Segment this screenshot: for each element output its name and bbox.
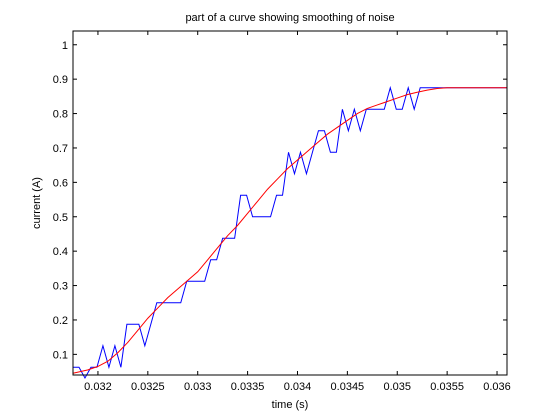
y-tick-label: 0.3 — [53, 281, 68, 293]
y-tick-label: 0.4 — [53, 246, 68, 258]
y-tick-label: 0.5 — [53, 212, 68, 224]
y-tick-label: 1 — [62, 40, 68, 52]
y-tick-label: 0.7 — [53, 143, 68, 155]
x-tick-label: 0.032 — [84, 381, 112, 393]
y-tick-label: 0.1 — [53, 349, 68, 361]
x-tick-label: 0.0335 — [231, 381, 265, 393]
y-tick-label: 0.9 — [53, 74, 68, 86]
x-tick-label: 0.033 — [184, 381, 212, 393]
y-tick-label: 0.6 — [53, 177, 68, 189]
chart-title: part of a curve showing smoothing of noi… — [185, 12, 394, 24]
x-tick-label: 0.0325 — [131, 381, 165, 393]
x-tick-label: 0.034 — [284, 381, 312, 393]
series-line-smoothed — [72, 87, 507, 374]
x-tick-label: 0.0355 — [430, 381, 464, 393]
x-axis: 0.032 0.0325 0.033 0.0335 0.034 0.0345 0.035 0.… — [84, 31, 511, 393]
y-axis: 0.1 0.2 0.3 0.4 0.5 0.6 0.7 0.8 0.9 1 — [53, 40, 507, 361]
x-tick-label: 0.0345 — [331, 381, 365, 393]
y-axis-title: current (A) — [31, 177, 43, 229]
x-tick-label: 0.035 — [383, 381, 411, 393]
plot-frame — [72, 30, 508, 376]
series-layer — [72, 85, 507, 380]
x-axis-title: time (s) — [272, 399, 309, 411]
y-tick-label: 0.2 — [53, 315, 68, 327]
y-tick-label: 0.8 — [53, 109, 68, 121]
plot-area — [73, 31, 507, 375]
series-line-noisy — [73, 85, 507, 380]
x-tick-label: 0.036 — [483, 381, 511, 393]
